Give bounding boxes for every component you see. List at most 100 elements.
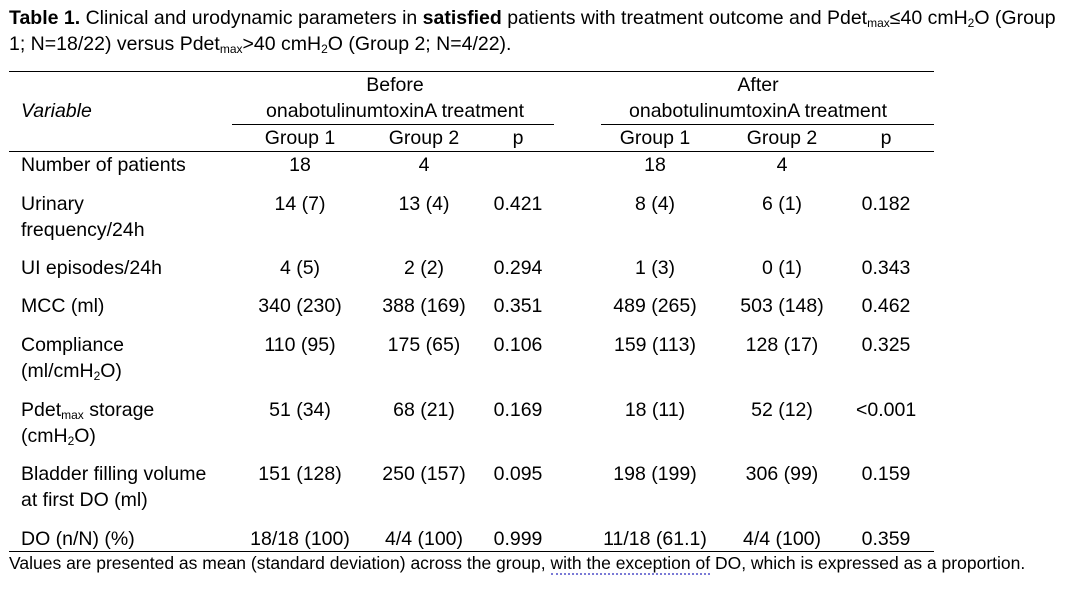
row-label: MCC (ml) <box>21 295 105 317</box>
cell-after-group1: 159 (113) <box>613 334 697 356</box>
after-group1-header: Group 1 <box>619 127 691 149</box>
after-header-line1: After <box>737 74 779 96</box>
cell-after-group1: 18 (11) <box>624 399 686 421</box>
row-label-line2: frequency/24h <box>21 219 145 241</box>
cell-after-group1: 8 (4) <box>634 193 676 215</box>
row-label-line2: at first DO (ml) <box>21 489 148 511</box>
cell-after-group1: 18 <box>644 154 666 176</box>
before-p-header: p <box>512 127 524 149</box>
cell-after-p: <0.001 <box>856 399 917 421</box>
variable-header: Variable <box>21 100 92 122</box>
cell-after-group2: 4/4 (100) <box>742 528 822 550</box>
cell-after-group2: 503 (148) <box>740 295 824 317</box>
cell-before-p: 0.999 <box>493 528 543 550</box>
cell-after-group2: 52 (12) <box>751 399 813 421</box>
cell-after-p: 0.343 <box>861 257 911 279</box>
row-label: Compliance <box>21 334 124 356</box>
before-group-rule <box>232 124 554 125</box>
cell-before-p: 0.106 <box>493 334 543 356</box>
before-group2-header: Group 2 <box>388 127 460 149</box>
cell-after-group1: 1 (3) <box>634 257 676 279</box>
cell-after-group2: 306 (99) <box>745 463 819 485</box>
caption-text-1: Clinical and urodynamic parameters in <box>80 7 423 29</box>
cell-before-group2: 4/4 (100) <box>384 528 464 550</box>
header-rule <box>9 151 934 152</box>
before-group1-header: Group 1 <box>264 127 336 149</box>
cell-before-group2: 175 (65) <box>387 334 461 356</box>
caption-label: Table 1. <box>9 7 81 29</box>
row-label: Pdetmax storage <box>21 397 154 423</box>
cell-before-group1: 110 (95) <box>264 334 336 356</box>
cell-before-group1: 340 (230) <box>258 295 342 317</box>
cell-before-group2: 250 (157) <box>382 463 466 485</box>
cell-before-group1: 51 (34) <box>269 399 331 421</box>
label-sub: max <box>61 408 84 422</box>
cell-after-group1: 198 (199) <box>613 463 697 485</box>
caption-text-3: ≤40 cmH <box>889 7 968 29</box>
bottom-rule <box>9 551 934 552</box>
cell-before-group2: 68 (21) <box>393 399 455 421</box>
cell-after-p: 0.182 <box>861 193 911 215</box>
top-rule <box>9 71 934 72</box>
after-group-rule <box>601 124 934 125</box>
caption-sub-2: 2 <box>967 16 975 30</box>
cell-before-group1: 18/18 (100) <box>250 528 350 550</box>
cell-after-group1: 489 (265) <box>613 295 697 317</box>
cell-before-group1: 18 <box>289 154 311 176</box>
cell-after-group2: 128 (17) <box>745 334 819 356</box>
cell-before-group1: 4 (5) <box>279 257 321 279</box>
caption-text-5: >40 cmH <box>242 33 322 55</box>
caption-text-4: O (Group 1; N=18/22) versus Pdet <box>9 7 1056 55</box>
before-header-line2: onabotulinumtoxinA treatment <box>266 100 524 122</box>
row-label: Number of patients <box>21 154 186 176</box>
cell-after-p: 0.462 <box>861 295 911 317</box>
footnote-text-2: DO, which is expressed as a proportion. <box>710 553 1026 573</box>
row-label-line2: (cmH2O) <box>21 423 96 449</box>
caption-bold-word: satisfied <box>422 7 502 29</box>
row-label-line2: (ml/cmH2O) <box>21 358 122 384</box>
table-caption: Table 1. Clinical and urodynamic paramet… <box>9 5 1077 57</box>
cell-before-group1: 151 (128) <box>258 463 342 485</box>
cell-before-p: 0.421 <box>493 193 543 215</box>
row-label: DO (n/N) (%) <box>21 528 135 550</box>
after-group2-header: Group 2 <box>746 127 818 149</box>
cell-after-p: 0.325 <box>861 334 911 356</box>
cell-after-group2: 4 <box>776 154 788 176</box>
after-p-header: p <box>880 127 892 149</box>
footnote-dotted-phrase: with the exception of <box>550 553 711 575</box>
label-text-end: storage <box>83 399 155 421</box>
label-unit-sub: 2 <box>93 369 101 383</box>
footnote-text-1: Values are presented as mean (standard d… <box>9 553 551 573</box>
before-header-line1: Before <box>366 74 424 96</box>
cell-before-p: 0.294 <box>493 257 543 279</box>
caption-text-2: patients with treatment outcome and Pdet <box>501 7 868 29</box>
cell-before-group2: 388 (169) <box>382 295 466 317</box>
label-unit-text: (ml/cmH <box>21 360 94 382</box>
row-label: Bladder filling volume <box>21 463 207 485</box>
label-unit-text: (cmH <box>21 425 68 447</box>
caption-text-6: O (Group 2; N=4/22). <box>327 33 512 55</box>
cell-before-p: 0.169 <box>493 399 543 421</box>
cell-before-p: 0.095 <box>493 463 543 485</box>
cell-before-group2: 13 (4) <box>398 193 450 215</box>
after-header-line2: onabotulinumtoxinA treatment <box>629 100 887 122</box>
caption-sub-4: 2 <box>321 42 328 56</box>
cell-after-group1: 11/18 (61.1) <box>603 528 707 550</box>
label-text: Pdet <box>21 399 62 421</box>
label-unit-text-end: O) <box>74 425 96 447</box>
cell-after-group2: 6 (1) <box>761 193 803 215</box>
caption-sub-3: max <box>219 42 243 56</box>
cell-before-group2: 2 (2) <box>403 257 445 279</box>
row-label: UI episodes/24h <box>21 257 162 279</box>
cell-before-group1: 14 (7) <box>274 193 326 215</box>
caption-sub-1: max <box>867 16 890 30</box>
cell-after-p: 0.359 <box>861 528 911 550</box>
cell-after-p: 0.159 <box>861 463 911 485</box>
cell-after-group2: 0 (1) <box>761 257 803 279</box>
label-unit-text-end: O) <box>100 360 122 382</box>
cell-before-p: 0.351 <box>493 295 543 317</box>
row-label: Urinary <box>21 193 84 215</box>
table-footnote: Values are presented as mean (standard d… <box>9 551 1069 575</box>
cell-before-group2: 4 <box>418 154 430 176</box>
label-unit-sub: 2 <box>67 434 75 448</box>
